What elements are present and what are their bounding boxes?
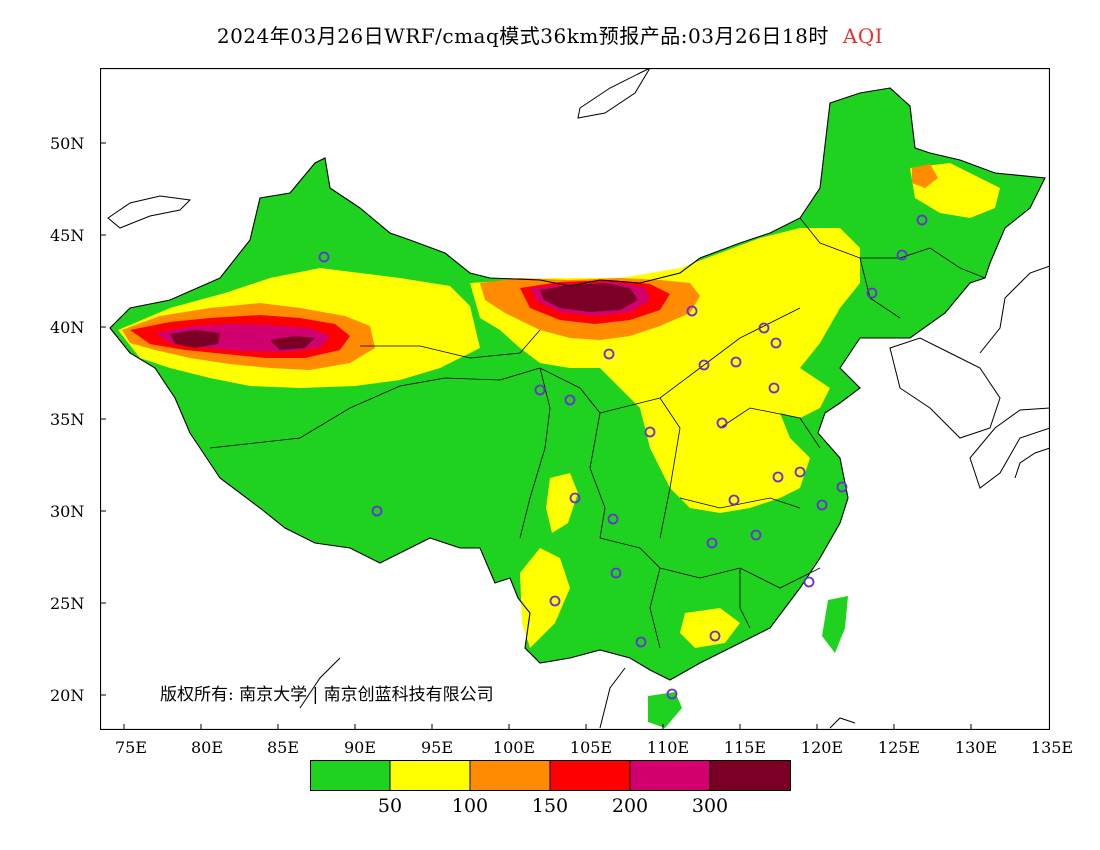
legend-swatch-0 <box>310 760 390 791</box>
station-marker <box>549 595 561 607</box>
station-marker <box>728 494 740 506</box>
aqi-zone-yellow-southwest <box>520 548 570 648</box>
legend-label: 200 <box>611 795 649 817</box>
aqi-zone-maroon-inner-mongolia <box>540 283 638 312</box>
station-marker <box>866 287 878 299</box>
legend-label: 150 <box>531 795 569 817</box>
station-marker <box>916 214 928 226</box>
lon-tick-label: 130E <box>954 738 998 757</box>
station-marker <box>318 251 330 263</box>
legend-swatch-3 <box>550 760 630 791</box>
color-legend <box>310 760 791 791</box>
taiwan-island <box>822 596 848 653</box>
map-panel <box>100 68 1050 730</box>
aqi-zone-orange-northeast <box>912 164 938 188</box>
aqi-zone-yellow-south <box>680 608 740 648</box>
station-marker <box>603 348 615 360</box>
station-marker <box>610 567 622 579</box>
legend-swatch-5 <box>710 760 790 791</box>
station-marker <box>698 359 710 371</box>
aqi-map <box>100 68 1050 730</box>
lon-tick-label: 125E <box>877 738 921 757</box>
station-marker <box>706 537 718 549</box>
lat-tick-label: 40N <box>50 318 85 337</box>
china-border <box>109 87 1046 681</box>
lat-tick-label: 30N <box>50 502 85 521</box>
station-marker <box>709 630 721 642</box>
copyright-notice: 版权所有: 南京大学 | 南京创蓝科技有限公司 <box>160 685 494 705</box>
axis-ticks <box>100 142 972 730</box>
title-text: 2024年03月26日WRF/cmaq模式36km预报产品:03月26日18时 <box>216 24 829 48</box>
lon-tick-label: 115E <box>723 738 767 757</box>
station-marker <box>768 382 780 394</box>
station-marker <box>770 337 782 349</box>
lat-tick-label: 20N <box>50 686 85 705</box>
lon-tick-label: 100E <box>492 738 536 757</box>
legend-swatch-2 <box>470 760 550 791</box>
station-marker <box>686 305 698 317</box>
station-marker <box>772 471 784 483</box>
station-marker <box>635 636 647 648</box>
legend-label: 100 <box>451 795 489 817</box>
legend-swatches <box>310 760 791 791</box>
lat-tick-label: 50N <box>50 134 85 153</box>
aqi-zone-maroon-taklimakan <box>170 330 220 348</box>
legend-swatch-4 <box>630 760 710 791</box>
hainan-island <box>648 692 682 728</box>
lon-tick-label: 95E <box>420 738 454 757</box>
neighbor-coastlines <box>107 68 1050 729</box>
variable-label: AQI <box>842 24 884 48</box>
station-marker <box>896 249 908 261</box>
lat-tick-label: 25N <box>50 594 85 613</box>
station-marker <box>803 576 815 588</box>
lon-tick-label: 105E <box>569 738 613 757</box>
city-station-markers <box>318 214 928 700</box>
station-marker <box>816 499 828 511</box>
legend-swatch-1 <box>390 760 470 791</box>
lat-tick-label: 45N <box>50 226 85 245</box>
legend-label: 300 <box>691 795 729 817</box>
aqi-zone-yellow-sichuan <box>546 473 578 533</box>
station-marker <box>716 417 728 429</box>
station-marker <box>371 505 383 517</box>
station-marker <box>607 513 619 525</box>
lon-tick-label: 135E <box>1030 738 1074 757</box>
lon-tick-label: 80E <box>190 738 224 757</box>
lon-tick-label: 110E <box>646 738 690 757</box>
aqi-zone-maroon-taklimakan-east <box>270 336 315 350</box>
lon-tick-label: 90E <box>343 738 377 757</box>
station-marker <box>534 384 546 396</box>
station-marker <box>750 529 762 541</box>
station-marker <box>730 356 742 368</box>
chart-title: 2024年03月26日WRF/cmaq模式36km预报产品:03月26日18时 A… <box>0 20 1100 49</box>
station-marker <box>644 426 656 438</box>
station-marker <box>836 481 848 493</box>
station-marker <box>569 492 581 504</box>
lon-tick-label: 85E <box>266 738 300 757</box>
station-marker <box>794 466 806 478</box>
station-marker <box>758 322 770 334</box>
station-marker <box>666 688 678 700</box>
station-marker <box>564 394 576 406</box>
lat-tick-label: 35N <box>50 410 85 429</box>
legend-label: 50 <box>377 795 403 817</box>
lon-tick-label: 120E <box>800 738 844 757</box>
lon-tick-label: 75E <box>114 738 148 757</box>
